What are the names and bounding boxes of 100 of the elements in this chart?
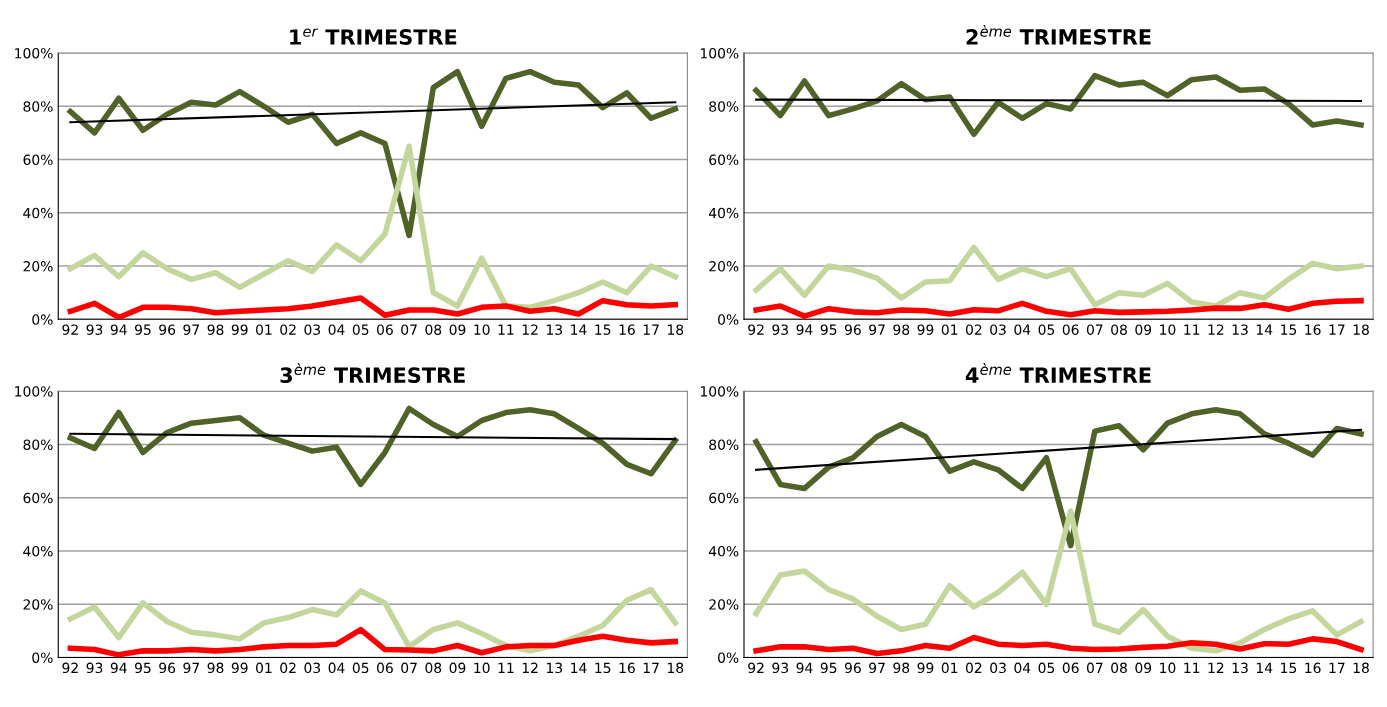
x-tick-label: 01 [256, 324, 272, 335]
x-tick-label: 97 [869, 324, 885, 335]
y-tick-label: 0% [718, 314, 739, 325]
x-tick-label: 17 [1329, 662, 1345, 673]
y-tick-label: 80% [709, 101, 739, 112]
x-tick-label: 94 [110, 662, 127, 674]
x-tick-label: 10 [1160, 662, 1176, 674]
x-tick-label: 14 [1256, 662, 1273, 673]
x-tick-label: 94 [796, 662, 813, 674]
x-tick-label: 99 [231, 662, 248, 674]
x-tick-label: 08 [425, 324, 442, 335]
x-tick-label: 01 [256, 662, 272, 674]
x-tick-label: 14 [571, 662, 587, 673]
x-tick-label: 13 [546, 662, 563, 674]
x-tick-label: 04 [1014, 662, 1031, 674]
x-tick-label: 93 [772, 324, 789, 335]
y-tick-label: 100% [700, 386, 739, 397]
x-tick-label: 08 [1111, 662, 1127, 674]
x-tick-label: 98 [893, 662, 910, 674]
x-tick-label: 17 [1329, 324, 1345, 335]
x-tick-label: 05 [352, 662, 369, 674]
x-tick-label: 18 [667, 662, 684, 674]
x-tick-label: 10 [474, 662, 490, 674]
chart-title: 4$^{ème}$ TRIMESTRE [965, 363, 1151, 384]
x-tick-label: 14 [571, 324, 587, 335]
x-tick-label: 17 [643, 324, 659, 335]
x-tick-label: 13 [546, 324, 563, 335]
x-tick-label: 98 [207, 324, 224, 335]
y-tick-label: 60% [709, 154, 739, 166]
y-tick-label: 100% [700, 47, 739, 59]
y-tick-label: 20% [709, 599, 739, 610]
y-tick-label: 100% [15, 47, 53, 59]
x-tick-label: 12 [1208, 662, 1224, 673]
x-tick-label: 10 [1160, 324, 1176, 335]
y-tick-label: 80% [709, 439, 739, 450]
x-tick-label: 95 [134, 324, 151, 335]
x-tick-label: 03 [990, 324, 1006, 335]
x-tick-label: 07 [401, 324, 417, 335]
x-tick-label: 08 [1111, 324, 1127, 335]
y-tick-label: 40% [708, 545, 739, 557]
x-tick-label: 02 [965, 324, 982, 335]
x-tick-label: 18 [1353, 662, 1369, 674]
x-tick-label: 11 [1184, 662, 1200, 673]
x-tick-label: 04 [328, 662, 345, 674]
y-tick-label: 0% [32, 314, 53, 325]
y-tick-label: 60% [23, 492, 53, 504]
x-tick-label: 11 [498, 324, 514, 335]
x-tick-label: 11 [1184, 324, 1200, 335]
x-tick-label: 92 [62, 662, 78, 674]
x-tick-label: 93 [772, 662, 789, 674]
x-tick-label: 17 [643, 662, 659, 673]
x-tick-label: 09 [449, 662, 466, 674]
x-tick-label: 07 [1086, 662, 1103, 674]
x-tick-label: 95 [820, 324, 837, 335]
x-tick-label: 07 [401, 662, 417, 674]
x-tick-label: 18 [667, 324, 684, 335]
x-tick-label: 15 [595, 662, 611, 674]
chart-title: 3$^{ème}$ TRIMESTRE [280, 363, 465, 384]
x-tick-label: 12 [522, 324, 538, 335]
x-tick-label: 16 [619, 324, 635, 335]
x-tick-label: 12 [522, 662, 538, 673]
x-tick-label: 96 [844, 324, 861, 335]
x-tick-label: 05 [1038, 662, 1055, 674]
chart-title: 2$^{ème}$ TRIMESTRE [966, 24, 1151, 45]
x-tick-label: 13 [1232, 662, 1248, 674]
y-tick-label: 0% [718, 652, 739, 663]
x-tick-label: 97 [183, 662, 199, 674]
x-tick-label: 99 [917, 662, 934, 674]
x-tick-label: 92 [748, 662, 764, 674]
x-tick-label: 11 [498, 662, 514, 673]
x-tick-label: 99 [917, 324, 934, 335]
x-tick-label: 10 [474, 324, 490, 335]
y-tick-label: 40% [708, 207, 739, 219]
x-tick-label: 01 [941, 324, 958, 335]
x-tick-label: 15 [595, 324, 611, 335]
x-tick-label: 93 [86, 324, 103, 335]
y-tick-label: 60% [23, 154, 53, 166]
x-tick-label: 05 [352, 324, 369, 335]
y-tick-label: 80% [23, 101, 53, 112]
y-tick-label: 0% [32, 652, 53, 663]
x-tick-label: 07 [1086, 324, 1103, 335]
x-tick-label: 06 [1062, 324, 1079, 335]
x-tick-label: 94 [110, 324, 127, 335]
x-tick-label: 15 [1281, 662, 1297, 674]
y-tick-label: 20% [709, 261, 739, 272]
x-tick-label: 97 [183, 324, 199, 335]
x-tick-label: 96 [844, 662, 861, 674]
x-tick-label: 98 [207, 662, 224, 674]
x-tick-label: 08 [425, 662, 442, 674]
x-tick-label: 16 [1305, 324, 1321, 335]
x-tick-label: 15 [1281, 324, 1297, 335]
x-tick-label: 12 [1208, 324, 1224, 335]
x-tick-label: 03 [304, 324, 321, 335]
chart-title: 1$^{er}$ TRIMESTRE [290, 28, 457, 45]
x-tick-label: 99 [231, 324, 248, 335]
x-tick-label: 04 [1014, 324, 1031, 335]
x-tick-label: 98 [893, 324, 910, 335]
x-tick-label: 09 [449, 324, 466, 335]
x-tick-label: 05 [1038, 324, 1055, 335]
x-tick-label: 14 [1256, 324, 1273, 335]
